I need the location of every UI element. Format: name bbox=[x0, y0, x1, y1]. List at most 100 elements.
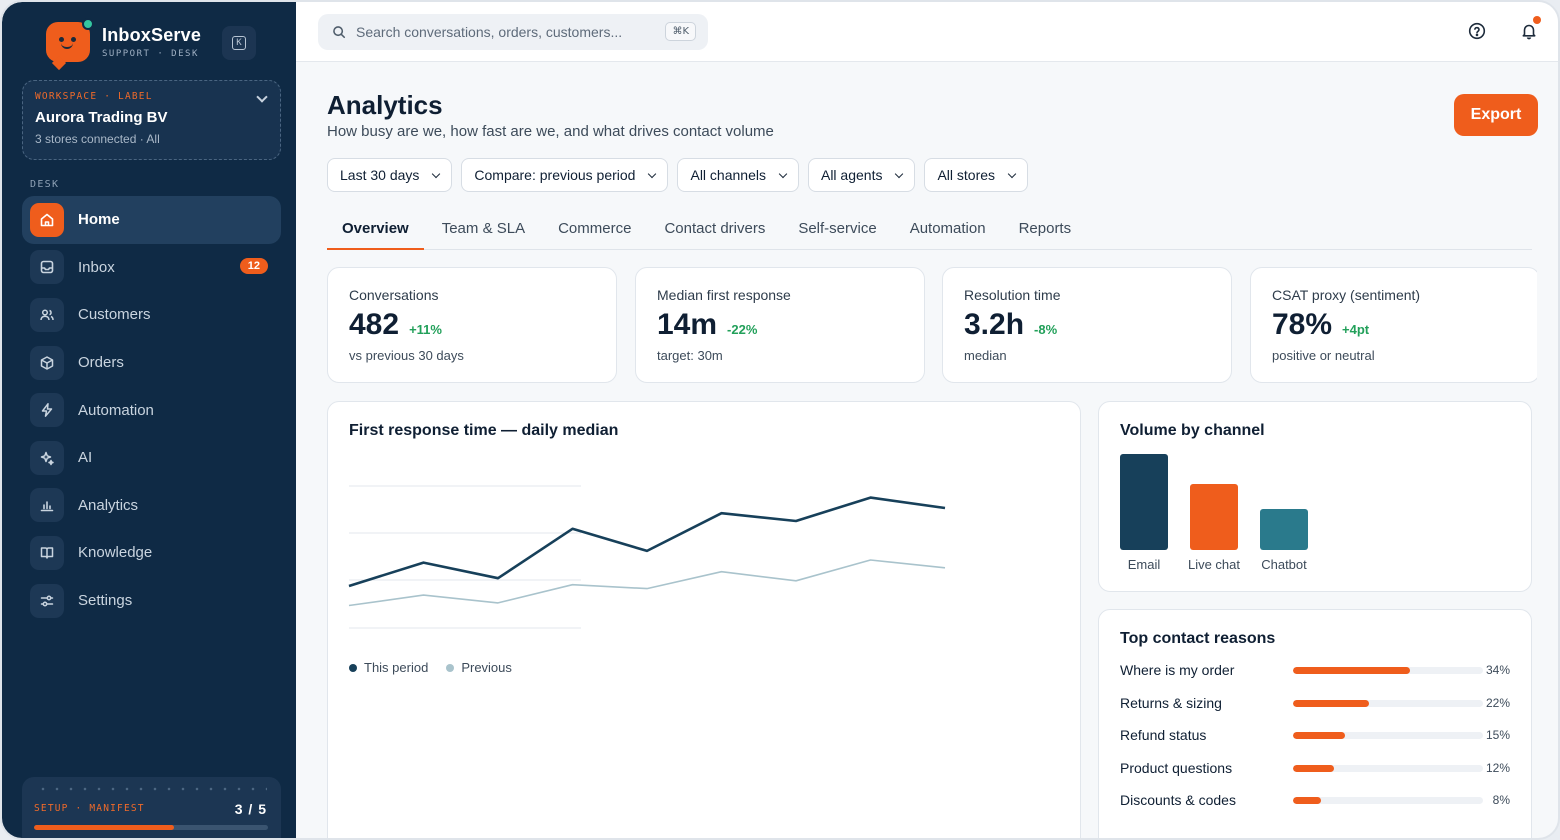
contact-reason-row[interactable]: Product questions 12% bbox=[1120, 760, 1510, 778]
bar-label: Live chat bbox=[1188, 557, 1240, 572]
inbox-icon bbox=[30, 250, 64, 285]
filter-label: All channels bbox=[690, 167, 766, 183]
sidebar-item-orders[interactable]: Orders bbox=[22, 339, 281, 387]
kpi-card-conversations[interactable]: Conversations 482 +11% vs previous 30 day… bbox=[327, 267, 617, 383]
sidebar-item-label: Customers bbox=[78, 306, 151, 324]
tab-self-service[interactable]: Self-service bbox=[798, 220, 877, 237]
legend-label: This period bbox=[364, 660, 429, 675]
kpi-delta: +4pt bbox=[1342, 322, 1370, 337]
tab-reports[interactable]: Reports bbox=[1018, 220, 1072, 237]
setup-progress-fill bbox=[34, 825, 175, 830]
kpi-card-csat[interactable]: CSAT proxy (sentiment) 78% +4pt positive … bbox=[1250, 267, 1537, 383]
workspace-label: WORKSPACE · LABEL bbox=[35, 91, 153, 102]
collapse-sidebar-button[interactable]: K bbox=[222, 26, 256, 60]
series-line-this-period bbox=[348, 496, 946, 588]
reason-bar bbox=[1293, 667, 1411, 674]
search-input[interactable] bbox=[356, 24, 646, 40]
brand[interactable]: InboxServe SUPPORT · DESK bbox=[46, 18, 201, 62]
bar-chatbot[interactable] bbox=[1260, 509, 1308, 550]
kpi-label: Resolution time bbox=[964, 287, 1061, 303]
setup-progress-card[interactable]: SETUP · MANIFEST 3 / 5 bbox=[22, 777, 281, 838]
workspace-meta: 3 stores connected · All bbox=[35, 132, 160, 146]
book-icon bbox=[30, 535, 64, 570]
search-icon bbox=[333, 26, 346, 39]
reason-label: Product questions bbox=[1120, 759, 1233, 776]
bar-email[interactable] bbox=[1120, 454, 1168, 550]
tab-commerce[interactable]: Commerce bbox=[558, 220, 632, 237]
sidebar-item-home[interactable]: Home bbox=[22, 196, 281, 244]
reason-label: Returns & sizing bbox=[1120, 694, 1222, 711]
bar-label: Chatbot bbox=[1261, 557, 1307, 572]
divider bbox=[36, 787, 267, 791]
reason-bar-track bbox=[1293, 667, 1483, 674]
search-box[interactable]: ⌘K bbox=[318, 14, 708, 50]
bolt-icon bbox=[30, 393, 64, 428]
contact-reason-row[interactable]: Where is my order 34% bbox=[1120, 662, 1510, 680]
sparkle-icon bbox=[30, 440, 64, 475]
tab-automation[interactable]: Automation bbox=[909, 220, 986, 237]
reason-bar bbox=[1293, 764, 1335, 772]
sidebar-item-customers[interactable]: Customers bbox=[22, 291, 281, 339]
sidebar-item-automation[interactable]: Automation bbox=[22, 386, 281, 434]
setup-label: SETUP · MANIFEST bbox=[34, 803, 145, 814]
help-button[interactable] bbox=[1466, 20, 1488, 42]
kpi-label: Median first response bbox=[657, 287, 791, 303]
sidebar-item-label: Home bbox=[78, 211, 120, 229]
kpi-label: CSAT proxy (sentiment) bbox=[1272, 287, 1421, 303]
sidebar-item-ai[interactable]: AI bbox=[22, 434, 281, 482]
top-bar: ⌘K bbox=[296, 2, 1558, 62]
bell-icon bbox=[1522, 24, 1536, 40]
sidebar-item-settings[interactable]: Settings bbox=[22, 577, 281, 625]
kpi-note: positive or neutral bbox=[1272, 348, 1375, 363]
reason-percent: 15% bbox=[1485, 728, 1510, 742]
compare-filter[interactable]: Compare: previous period bbox=[461, 158, 669, 192]
reason-percent: 12% bbox=[1485, 760, 1510, 775]
nav-section-label: DESK bbox=[30, 179, 60, 190]
chart-title: Top contact reasons bbox=[1120, 630, 1276, 647]
store-filter[interactable]: All stores bbox=[924, 158, 1029, 192]
page-title: Analytics bbox=[327, 90, 443, 120]
contact-reason-row[interactable]: Returns & sizing 22% bbox=[1120, 695, 1510, 713]
bar-live-chat[interactable] bbox=[1190, 484, 1238, 550]
box-icon bbox=[30, 345, 64, 380]
help-icon bbox=[1468, 22, 1486, 40]
tab-team-sla[interactable]: Team & SLA bbox=[441, 220, 526, 237]
chart-title: Volume by channel bbox=[1120, 422, 1265, 439]
filter-label: All stores bbox=[937, 167, 996, 183]
contact-reason-row[interactable]: Refund status 15% bbox=[1120, 727, 1510, 745]
search-shortcut-hint: ⌘K bbox=[665, 22, 696, 41]
kpi-value: 482 bbox=[349, 308, 400, 341]
sidebar-item-inbox[interactable]: Inbox 12 bbox=[22, 244, 281, 292]
first-response-chart-card: First response time — daily median This … bbox=[327, 401, 1081, 838]
sidebar-item-analytics[interactable]: Analytics bbox=[22, 482, 281, 530]
sidebar-item-label: AI bbox=[78, 449, 93, 467]
kpi-card-first-response[interactable]: Median first response 14m -22% target: 30… bbox=[635, 267, 925, 383]
sidebar-item-knowledge[interactable]: Knowledge bbox=[22, 529, 281, 577]
agent-filter[interactable]: All agents bbox=[807, 158, 916, 192]
kpi-label: Conversations bbox=[349, 287, 439, 303]
reason-bar-track bbox=[1293, 732, 1483, 739]
legend-dot-icon bbox=[349, 663, 357, 672]
date-range-filter[interactable]: Last 30 days bbox=[327, 158, 453, 192]
sidebar: InboxServe SUPPORT · DESK K WORKSPACE · … bbox=[2, 2, 296, 838]
chart-title: First response time — daily median bbox=[349, 422, 619, 439]
kpi-note: median bbox=[964, 348, 1007, 363]
sidebar-item-label: Orders bbox=[78, 354, 124, 372]
top-contact-reasons-card: Top contact reasons Where is my order 34%… bbox=[1098, 609, 1532, 838]
kpi-row: Conversations 482 +11% vs previous 30 day… bbox=[327, 267, 1537, 384]
channel-filter[interactable]: All channels bbox=[677, 158, 799, 192]
notifications-button[interactable] bbox=[1518, 16, 1541, 42]
chevron-down-icon bbox=[1007, 169, 1017, 178]
filter-label: All agents bbox=[820, 167, 883, 183]
tab-overview[interactable]: Overview bbox=[327, 212, 424, 250]
kpi-card-resolution-time[interactable]: Resolution time 3.2h -8% median bbox=[942, 267, 1232, 383]
workspace-switcher[interactable]: WORKSPACE · LABEL Aurora Trading BV 3 st… bbox=[22, 80, 281, 160]
kpi-value: 14m bbox=[657, 308, 718, 341]
export-button[interactable]: Export bbox=[1454, 94, 1538, 136]
volume-by-channel-card: Volume by channel Email Live chat Chatbot bbox=[1098, 401, 1532, 592]
tab-contact-drivers[interactable]: Contact drivers bbox=[664, 220, 766, 237]
kpi-value: 78% bbox=[1272, 308, 1333, 341]
contact-reason-row[interactable]: Discounts & codes 8% bbox=[1120, 792, 1510, 810]
sidebar-item-label: Inbox bbox=[78, 258, 115, 276]
home-icon bbox=[30, 202, 64, 237]
